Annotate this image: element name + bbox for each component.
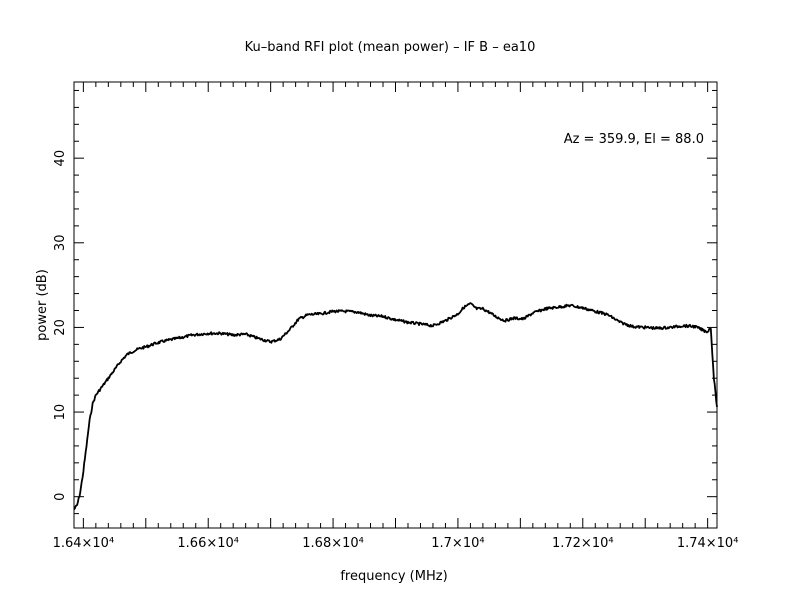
x-tick-label: 1.7×10⁴ xyxy=(431,536,484,551)
y-tick-label: 0 xyxy=(53,493,68,501)
x-tick-label: 1.66×10⁴ xyxy=(177,536,239,551)
chart-title: Ku–band RFI plot (mean power) – IF B – e… xyxy=(245,40,536,55)
y-tick-label: 30 xyxy=(53,235,68,252)
y-tick-label: 10 xyxy=(53,404,68,421)
x-tick-label: 1.64×10⁴ xyxy=(53,536,115,551)
y-tick-label: 20 xyxy=(53,319,68,336)
power-series-line xyxy=(73,302,718,510)
x-tick-label: 1.74×10⁴ xyxy=(677,536,739,551)
x-tick-label: 1.72×10⁴ xyxy=(552,536,614,551)
axis-ticks xyxy=(74,82,717,528)
x-axis-label: frequency (MHz) xyxy=(340,569,447,584)
az-el-annotation: Az = 359.9, El = 88.0 xyxy=(564,132,704,147)
y-tick-label: 40 xyxy=(53,150,68,167)
y-axis-label: power (dB) xyxy=(35,269,50,341)
axis-tick-labels: 1.64×10⁴ 1.66×10⁴ 1.68×10⁴ 1.7×10⁴ 1.72×10⁴ 1… xyxy=(53,150,739,551)
x-tick-label: 1.68×10⁴ xyxy=(302,536,364,551)
